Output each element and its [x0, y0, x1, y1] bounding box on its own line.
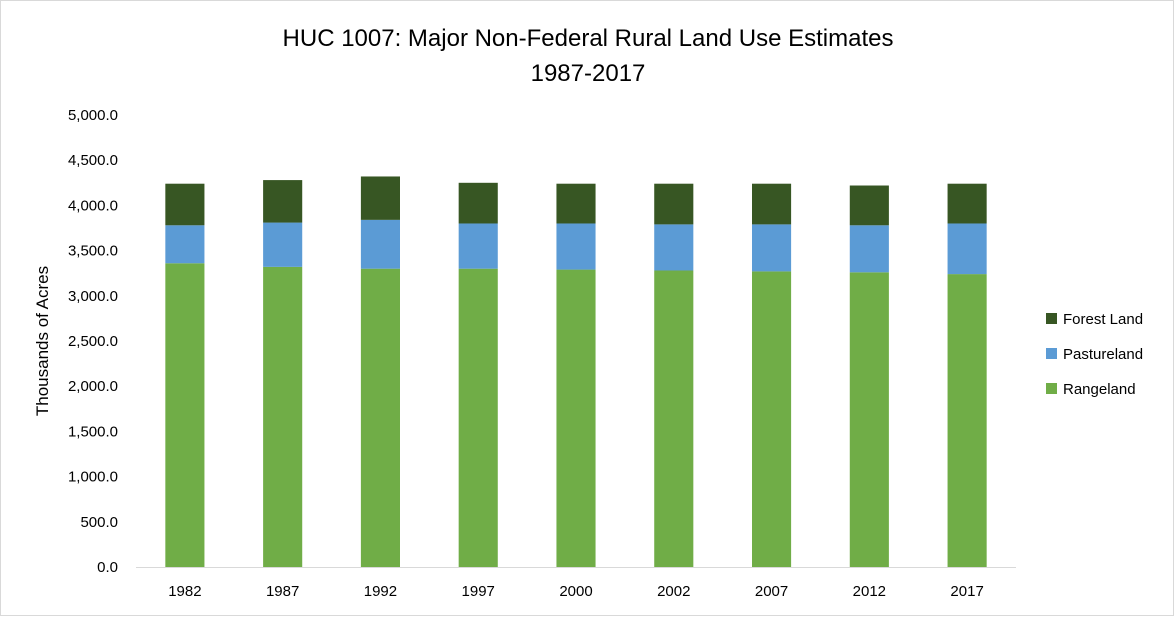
x-tick-label: 2007	[755, 583, 788, 600]
bar-segment-pastureland-2000	[556, 223, 596, 270]
bars-group	[165, 176, 987, 567]
bar-segment-rangeland-2002	[654, 270, 694, 567]
chart-subtitle: 1987-2017	[531, 60, 646, 87]
bar-segment-rangeland-1987	[263, 266, 303, 567]
bar-segment-forest-land-2002	[654, 183, 694, 225]
bar-segment-rangeland-1992	[360, 268, 400, 567]
bar-segment-pastureland-2012	[849, 225, 889, 273]
bar-segment-pastureland-1992	[360, 219, 400, 269]
bar-segment-rangeland-2000	[556, 269, 596, 567]
legend-label: Forest Land	[1063, 311, 1143, 328]
legend-label: Rangeland	[1063, 381, 1136, 398]
x-tick-label: 1987	[266, 583, 299, 600]
x-tick-label: 2000	[559, 583, 592, 600]
legend-swatch-forest-land	[1046, 313, 1057, 324]
x-tick-label: 1982	[168, 583, 201, 600]
x-tick-label: 1992	[364, 583, 397, 600]
bar-segment-rangeland-2012	[849, 272, 889, 567]
y-tick-label: 0.0	[97, 559, 118, 576]
bar-segment-rangeland-2007	[752, 271, 792, 567]
legend-swatch-pastureland	[1046, 348, 1057, 359]
x-tick-label: 2017	[950, 583, 983, 600]
bar-segment-pastureland-1982	[165, 225, 205, 264]
y-tick-label: 5,000.0	[68, 107, 118, 124]
y-axis-ticks: 0.0 500.0 1,000.0 1,500.0 2,000.0 2,500.0 3,00…	[68, 107, 118, 576]
bar-segment-forest-land-1982	[165, 183, 205, 226]
y-tick-label: 3,500.0	[68, 243, 118, 260]
bar-segment-rangeland-1997	[458, 268, 498, 567]
chart-title: HUC 1007: Major Non-Federal Rural Land U…	[283, 25, 894, 52]
x-tick-label: 2012	[853, 583, 886, 600]
legend-label: Pastureland	[1063, 346, 1143, 363]
bar-segment-rangeland-1982	[165, 263, 205, 567]
bar-segment-forest-land-1997	[458, 182, 498, 224]
y-tick-label: 4,500.0	[68, 152, 118, 169]
bar-segment-forest-land-2017	[947, 183, 987, 224]
y-tick-label: 4,000.0	[68, 197, 118, 214]
y-tick-label: 3,000.0	[68, 288, 118, 305]
y-tick-label: 1,000.0	[68, 469, 118, 486]
legend: Forest Land Pastureland Rangeland	[1046, 311, 1143, 398]
y-tick-label: 1,500.0	[68, 423, 118, 440]
x-tick-label: 2002	[657, 583, 690, 600]
x-tick-label: 1997	[462, 583, 495, 600]
bar-segment-forest-land-1992	[360, 176, 400, 220]
y-tick-label: 500.0	[80, 514, 118, 531]
bar-segment-pastureland-2007	[752, 224, 792, 272]
bar-segment-pastureland-2017	[947, 223, 987, 275]
x-axis-ticks: 1982 1987 1992 1997 2000 2002 2007 2012 2017	[168, 583, 984, 600]
y-axis-label: Thousands of Acres	[33, 266, 52, 416]
bar-segment-pastureland-1987	[263, 222, 303, 267]
bar-segment-pastureland-2002	[654, 224, 694, 271]
y-tick-label: 2,000.0	[68, 378, 118, 395]
y-tick-label: 2,500.0	[68, 333, 118, 350]
bar-segment-rangeland-2017	[947, 274, 987, 567]
bar-segment-forest-land-2000	[556, 183, 596, 224]
bar-segment-forest-land-2012	[849, 185, 889, 226]
bar-segment-pastureland-1997	[458, 223, 498, 269]
bar-segment-forest-land-1987	[263, 180, 303, 223]
legend-swatch-rangeland	[1046, 383, 1057, 394]
bar-segment-forest-land-2007	[752, 183, 792, 225]
